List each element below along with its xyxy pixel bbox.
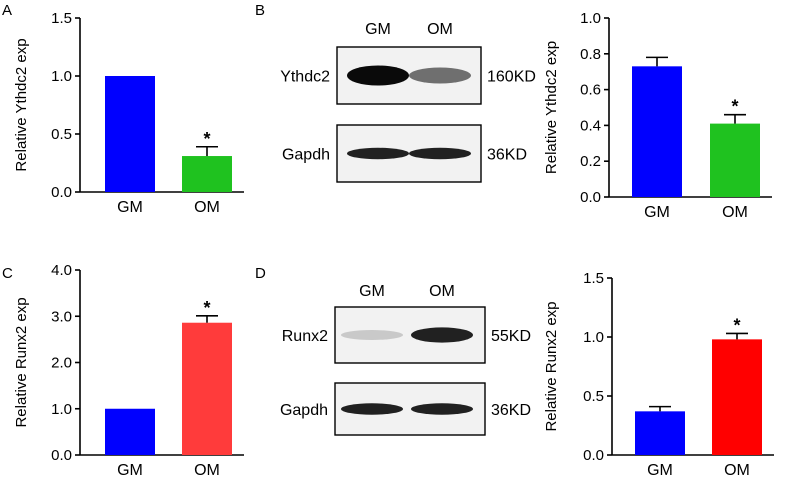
blot-d-band [341,330,403,340]
chart-d-y-tick-label: 1.0 [583,329,604,346]
blot-b-protein-label: Gapdh [282,147,330,164]
chart-a-y-tick-label: 1.5 [51,10,72,27]
chart-c-y-tick-label: 2.0 [51,355,72,372]
blot-d-band [411,403,473,415]
chart-d-significance-marker: * [733,315,740,335]
chart-a-y-tick-label: 1.0 [51,68,72,85]
chart-b-y-tick-label: 0.2 [580,153,601,170]
chart-c-bar-om [182,322,232,455]
chart-a-bar-om [182,156,232,192]
blot-b-size-label: 160KD [487,69,536,86]
blot-b-protein-label: Ythdc2 [280,69,330,86]
chart-a: 0.0 0.5 1.0 1.5 Relative Ythdc2 exp GM * OM [13,10,244,216]
chart-b-category-label: GM [644,204,670,221]
blot-d-band [411,327,473,343]
blot-b-lane-label: GM [365,21,391,38]
western-blot-d: GM OM Runx2 55KD Gapdh 36KD [280,283,531,436]
chart-c-y-tick-label: 3.0 [51,308,72,325]
chart-c-category-label: OM [194,462,220,479]
blot-b-size-label: 36KD [487,147,527,164]
chart-a-category-label: GM [117,199,143,216]
chart-a-y-axis-label: Relative Ythdc2 exp [13,38,30,171]
chart-b-y-tick-label: 0.0 [580,189,601,206]
panel-letter-b: B [255,2,265,19]
blot-d-size-label: 36KD [491,402,531,419]
blot-b-band [409,147,471,160]
chart-c-category-label: GM [117,462,143,479]
panel-letter-d: D [255,265,266,282]
blot-d-band [341,403,403,415]
blot-d-lane-label: GM [359,283,385,300]
chart-d-category-label: OM [724,462,750,479]
chart-c: 0.0 1.0 2.0 3.0 4.0 Relative Runx2 exp GM * OM [13,262,244,479]
chart-a-y-tick-label: 0.5 [51,126,72,143]
chart-b-y-tick-label: 1.0 [580,10,601,27]
chart-a-category-label: OM [194,199,220,216]
chart-c-bar-gm [105,408,155,455]
chart-c-significance-marker: * [203,298,210,318]
chart-b-y-axis-label: Relative Ythdc2 exp [543,41,560,174]
chart-d-category-label: GM [647,462,673,479]
blot-b-lane-label: OM [427,21,453,38]
chart-b-y-tick-label: 0.6 [580,82,601,99]
chart-a-bar-gm [105,76,155,192]
chart-c-y-tick-label: 0.0 [51,447,72,464]
western-blot-b: GM OM Ythdc2 160KD Gapdh 36KD [280,21,536,183]
chart-b: 0.0 0.2 0.4 0.6 0.8 1.0 Relative Ythdc2 exp GM *… [543,10,772,221]
chart-b-y-tick-label: 0.4 [580,117,601,134]
panel-letter-c: C [2,265,13,282]
blot-d-protein-label: Runx2 [282,328,328,345]
chart-c-y-tick-label: 1.0 [51,401,72,418]
chart-c-y-tick-label: 4.0 [51,262,72,279]
blot-b-band [347,147,409,160]
chart-b-category-label: OM [722,204,748,221]
chart-b-significance-marker: * [731,97,738,117]
chart-d-y-axis-label: Relative Runx2 exp [543,301,560,431]
blot-d-size-label: 55KD [491,328,531,345]
blot-d-lane-label: OM [429,283,455,300]
chart-b-y-tick-label: 0.8 [580,46,601,63]
blot-b-band [347,65,409,86]
chart-d: 0.0 0.5 1.0 1.5 Relative Runx2 exp GM * OM [543,270,774,479]
chart-d-y-tick-label: 0.0 [583,447,604,464]
chart-d-bar-gm [635,411,685,455]
blot-b-band [409,67,471,84]
chart-d-y-tick-label: 1.5 [583,270,604,287]
chart-b-bar-gm [632,66,682,197]
chart-d-y-tick-label: 0.5 [583,388,604,405]
chart-c-y-axis-label: Relative Runx2 exp [13,297,30,427]
chart-d-bar-om [712,339,762,455]
chart-a-y-tick-label: 0.0 [51,184,72,201]
chart-a-significance-marker: * [203,129,210,149]
blot-d-protein-label: Gapdh [280,402,328,419]
panel-letter-a: A [2,2,12,19]
chart-b-bar-om [710,123,760,197]
